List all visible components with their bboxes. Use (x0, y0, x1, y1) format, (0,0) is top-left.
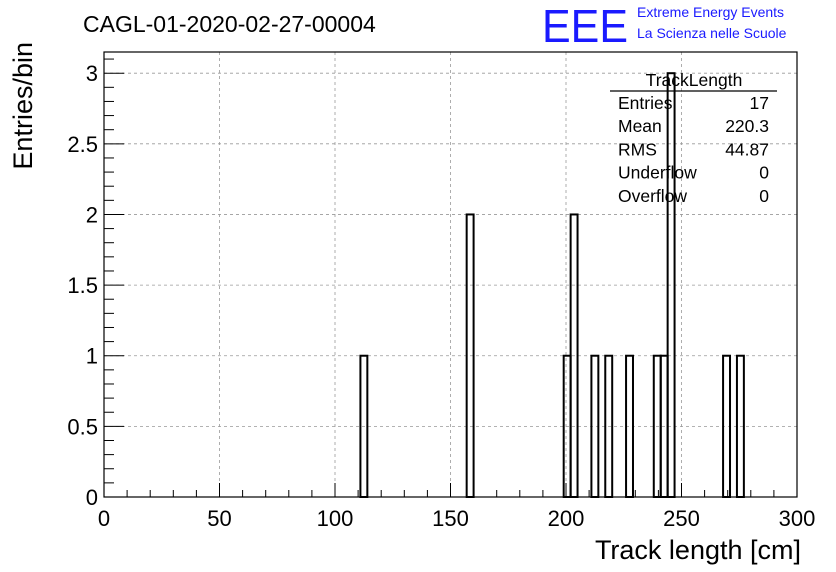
stats-row-label: Overflow (618, 186, 687, 206)
x-tick-label: 150 (432, 506, 469, 531)
x-tick-label: 250 (663, 506, 700, 531)
stats-row-label: Underflow (618, 163, 697, 183)
y-tick-label: 1.5 (67, 273, 98, 298)
eee-logo: EEE Extreme Energy Events La Scienza nel… (542, 0, 787, 52)
stats-row-value: 0 (759, 163, 769, 183)
y-axis-label: Entries/bin (8, 42, 38, 170)
x-tick-label: 100 (317, 506, 354, 531)
y-tick-labels: 0 0.5 1 1.5 2 2.5 3 (67, 61, 98, 510)
x-tick-labels: 0 50 100 150 200 250 300 (98, 506, 815, 531)
x-tick-label: 200 (548, 506, 585, 531)
stats-row-value: 0 (759, 186, 769, 206)
logo-line-2: La Scienza nelle Scuole (637, 25, 787, 41)
run-title: CAGL-01-2020-02-27-00004 (83, 11, 376, 37)
stats-rows: Entries 17 Mean 220.3 RMS 44.87 Underflow 0 Over… (618, 93, 769, 206)
axis-ticks (103, 58, 798, 498)
stats-row-label: RMS (618, 139, 657, 159)
stats-box: TrackLength Entries 17 Mean 220.3 RMS 44.87 Un… (610, 70, 777, 206)
stats-title: TrackLength (646, 70, 743, 90)
x-axis-label: Track length [cm] (595, 535, 801, 565)
y-tick-label: 1 (86, 344, 98, 369)
stats-row-label: Mean (618, 116, 662, 136)
y-tick-label: 2 (86, 202, 98, 227)
x-tick-label: 300 (779, 506, 816, 531)
y-tick-label: 3 (86, 61, 98, 86)
logo-line-1: Extreme Energy Events (637, 4, 784, 20)
y-tick-label: 0 (86, 485, 98, 510)
stats-row-value: 44.87 (725, 139, 769, 159)
x-tick-label: 50 (207, 506, 231, 531)
eee-logo-mark: EEE (542, 0, 628, 52)
y-tick-label: 0.5 (67, 414, 98, 439)
stats-row-label: Entries (618, 93, 673, 113)
stats-row-value: 220.3 (725, 116, 769, 136)
y-tick-label: 2.5 (67, 132, 98, 157)
stats-row-value: 17 (750, 93, 769, 113)
x-tick-label: 0 (98, 506, 110, 531)
grid (104, 52, 797, 497)
